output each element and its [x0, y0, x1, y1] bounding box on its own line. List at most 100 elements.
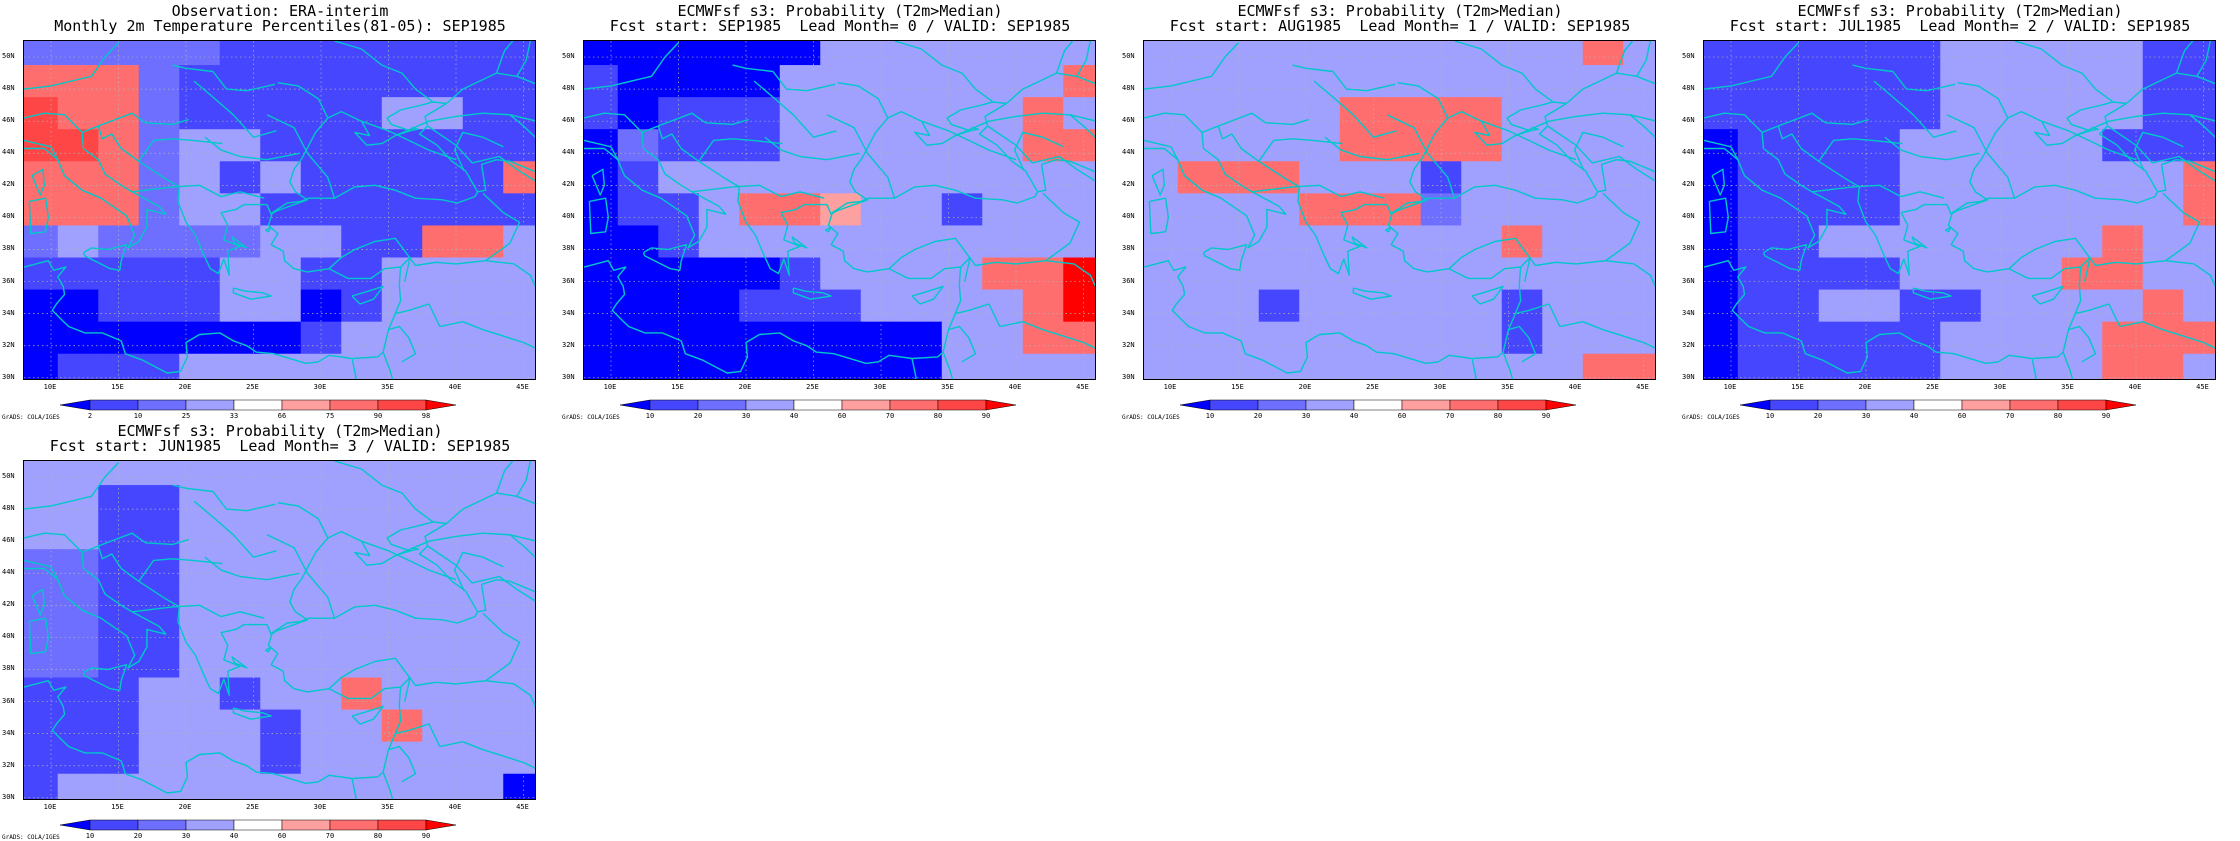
grid-cell — [1623, 225, 1655, 259]
grid-cell — [1063, 129, 1095, 162]
grads-credit: GrADS: COLA/IGES — [1682, 414, 1740, 421]
coastline — [1251, 184, 1385, 199]
lon-tick-label: 10E — [1163, 383, 1177, 391]
lon-tick-label: 45E — [516, 803, 529, 811]
panel-title-line2: Monthly 2m Temperature Percentiles(81-05… — [54, 17, 506, 35]
colorbar-swatch — [1497, 399, 1547, 411]
map-plot-svg — [1144, 41, 1655, 379]
lon-tick-label: 20E — [738, 383, 752, 391]
grid-cell — [1737, 129, 1779, 162]
grid-cell — [1420, 161, 1462, 194]
grid-cell — [658, 65, 700, 98]
colorbar-max-arrow — [2105, 399, 2137, 411]
coastline — [921, 120, 1017, 161]
grid-cell — [24, 549, 59, 582]
panel-title-line1: ECMWFsf s3: Probability (T2m>Median) — [1797, 2, 2123, 20]
coastline — [231, 656, 248, 669]
coastline — [1073, 263, 1095, 287]
lat-tick-label: 34N — [2, 728, 15, 737]
coastline — [31, 168, 45, 196]
lat-tick-label: 38N — [1682, 244, 1695, 253]
grid-cell — [179, 461, 221, 486]
grid-cell — [1461, 129, 1503, 162]
coastline — [427, 545, 535, 602]
lat-tick-label: 34N — [1682, 308, 1695, 317]
grid-cell — [1144, 41, 1179, 66]
grid-cell — [1258, 257, 1300, 291]
lon-tick-label: 30E — [313, 383, 327, 391]
lat-tick-label: 36N — [1122, 276, 1135, 285]
grid-cell — [2183, 289, 2215, 323]
grid-cell — [1144, 65, 1179, 98]
coastline — [1037, 159, 1095, 193]
grid-cell — [57, 741, 99, 775]
colorbar-swatch — [137, 819, 187, 831]
coastline — [2075, 112, 2215, 137]
grid-cell — [422, 581, 464, 614]
grads-credit: GrADS: COLA/IGES — [562, 414, 620, 421]
coastline — [911, 358, 917, 379]
colorbar-label: 10 — [1765, 412, 1775, 420]
colorbar-swatch — [745, 399, 795, 411]
coastline — [1944, 226, 1952, 233]
coastline — [361, 540, 457, 581]
grid-cell — [24, 41, 59, 66]
grid-cell — [57, 129, 99, 162]
colorbar-label: 10 — [645, 412, 655, 420]
lat-tick-label: 38N — [562, 244, 575, 253]
colorbar-label: 80 — [933, 412, 943, 420]
coastline — [591, 168, 605, 196]
grid-cell — [503, 517, 535, 550]
lat-tick-label: 48N — [562, 84, 575, 93]
coastline — [2142, 321, 2215, 349]
grid-cell — [1737, 257, 1779, 291]
grid-cell — [503, 129, 535, 162]
grid-cell — [24, 353, 59, 379]
grid-cell — [617, 321, 659, 355]
grid-cell — [138, 485, 180, 518]
coastline — [1471, 285, 1504, 305]
colorbar-swatch — [793, 399, 843, 411]
colorbar-max-arrow — [985, 399, 1017, 411]
coastline — [28, 197, 49, 235]
coastline — [584, 42, 680, 90]
grid-cell — [1420, 41, 1462, 66]
grid-cell — [2142, 41, 2184, 66]
grid-cell — [1582, 353, 1624, 379]
coastline — [1615, 41, 1634, 74]
grid-cell — [57, 225, 99, 259]
grid-cell — [341, 97, 383, 130]
grid-cell — [779, 193, 821, 227]
coastline — [1566, 72, 1655, 105]
grid-cell — [698, 289, 740, 323]
grid-cell — [1380, 353, 1422, 379]
grid-cell — [503, 97, 535, 130]
lat-tick-label: 42N — [1682, 180, 1695, 189]
grid-cell — [300, 581, 342, 614]
colorbar-label: 40 — [229, 832, 239, 840]
grid-cell — [1339, 97, 1381, 130]
grid-cell — [260, 41, 302, 66]
grid-cell — [2183, 193, 2215, 227]
colorbar-swatch — [137, 399, 187, 411]
grid-cell — [698, 257, 740, 291]
coastline — [1013, 131, 1064, 172]
grid-cell — [341, 677, 383, 711]
panel-title-line2: Fcst start: JUL1985 Lead Month= 2 / VALI… — [1729, 17, 2191, 35]
coastline — [351, 778, 357, 799]
coastline — [888, 237, 1075, 270]
coastline — [193, 500, 277, 558]
grid-cell — [1818, 321, 1860, 355]
coastline — [24, 101, 479, 365]
colorbar-swatch — [329, 819, 379, 831]
grid-cell — [98, 41, 140, 66]
colorbar-label: 30 — [1861, 412, 1871, 420]
lat-tick-label: 48N — [1122, 84, 1135, 93]
grid-cell — [1818, 257, 1860, 291]
grid-cell — [1258, 225, 1300, 259]
lat-tick-label: 40N — [1122, 212, 1135, 221]
grid-cell — [584, 225, 619, 259]
grid-cell — [982, 225, 1024, 259]
grid-cell — [584, 129, 619, 162]
lon-tick-label: 35E — [1501, 383, 1514, 391]
